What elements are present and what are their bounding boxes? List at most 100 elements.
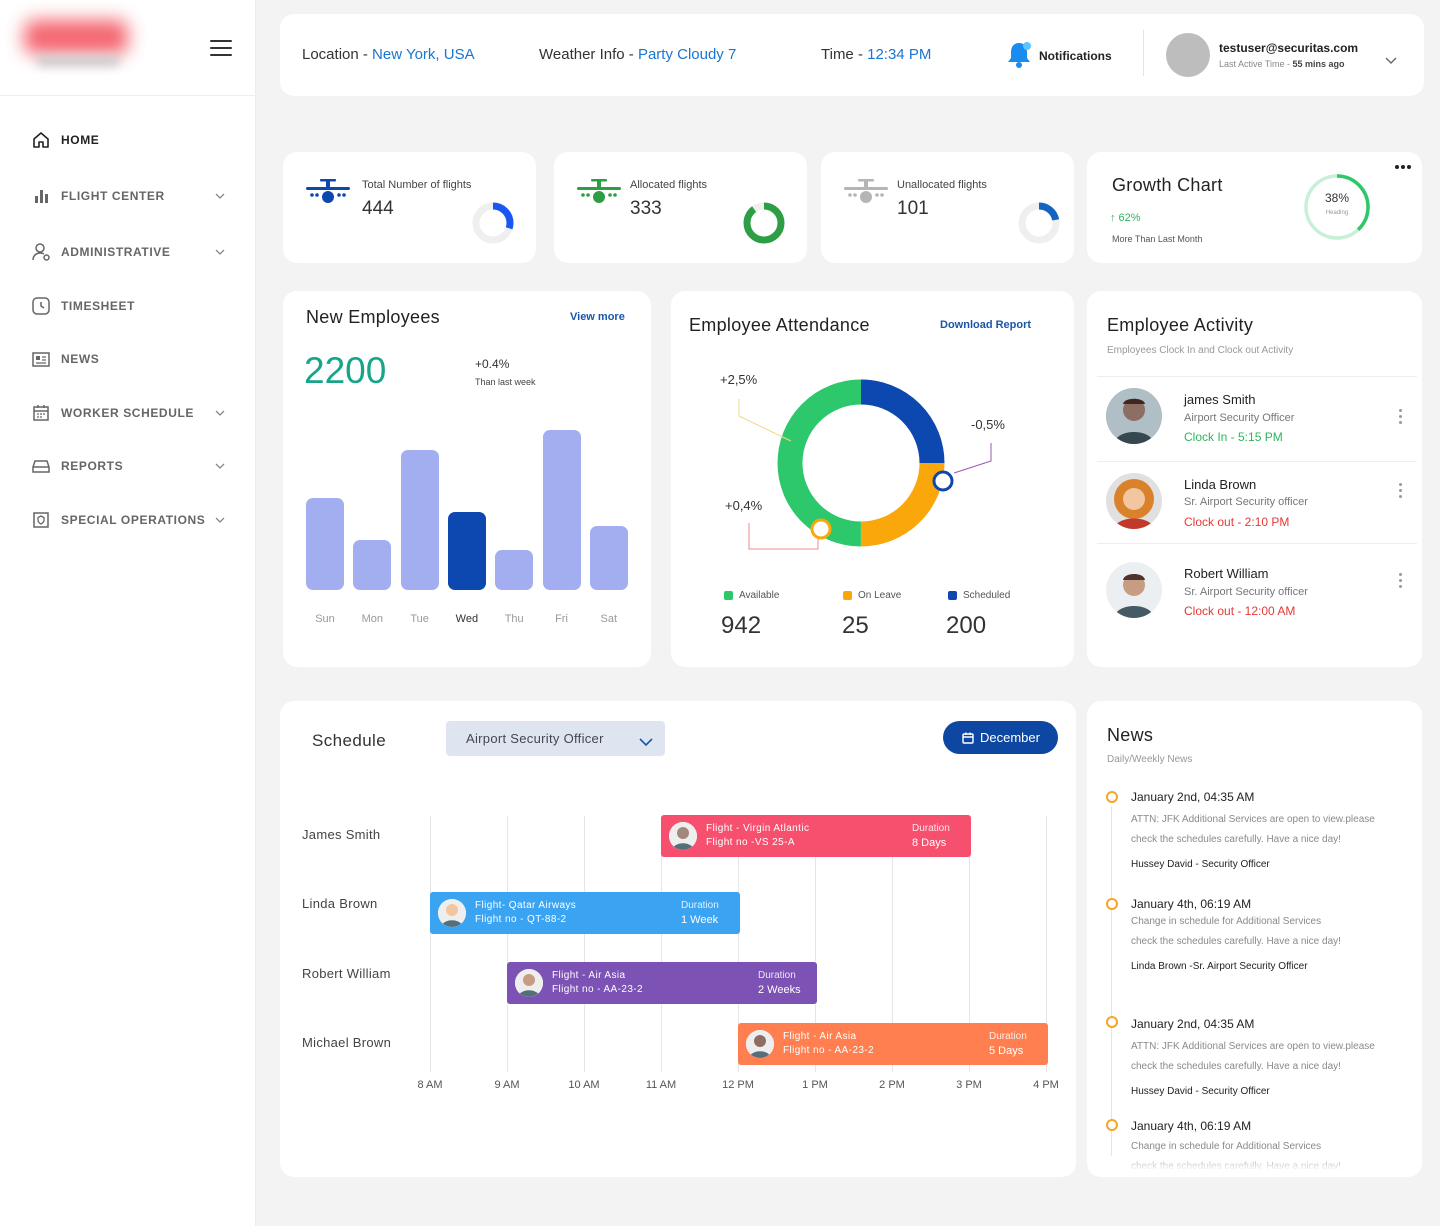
time-tick: 12 PM bbox=[722, 1079, 754, 1091]
bar-wed[interactable] bbox=[447, 512, 486, 590]
kpi-ring-allocated bbox=[743, 202, 785, 244]
legend-available: Available bbox=[724, 590, 779, 601]
kpi-value: 333 bbox=[630, 198, 662, 219]
divider bbox=[1097, 376, 1417, 377]
month-button-label: December bbox=[980, 730, 1040, 745]
sidebar-item-special-operations[interactable]: SPECIAL OPERATIONS bbox=[30, 508, 226, 532]
news-text: ATTN: JFK Additional Services are open t… bbox=[1131, 814, 1375, 845]
gridline bbox=[738, 816, 739, 1072]
news-card bbox=[1087, 701, 1422, 1177]
duration-value: 8 Days bbox=[912, 837, 947, 849]
gridline bbox=[1046, 816, 1047, 1072]
kpi-value: 101 bbox=[897, 198, 929, 219]
brand-logo[interactable] bbox=[24, 20, 128, 54]
sidebar-item-flight-center[interactable]: FLIGHT CENTER bbox=[30, 184, 226, 208]
time-tick: 8 AM bbox=[417, 1079, 443, 1091]
bar-tue[interactable] bbox=[400, 450, 439, 590]
news-dot bbox=[1106, 1119, 1118, 1131]
news-dot bbox=[1106, 898, 1118, 910]
kebab-menu-icon[interactable] bbox=[1397, 409, 1403, 425]
menu-icon[interactable] bbox=[210, 40, 232, 56]
news-dot bbox=[1106, 1016, 1118, 1028]
sidebar-item-home[interactable]: HOME bbox=[30, 128, 226, 152]
time-tick: 9 AM bbox=[494, 1079, 520, 1091]
news-text: Change in schedule for Additional Servic… bbox=[1131, 916, 1341, 947]
sidebar-item-worker-schedule[interactable]: WORKER SCHEDULE bbox=[30, 401, 226, 425]
flight-name: Flight - Virgin Atlantic bbox=[706, 823, 810, 834]
duration-label: Duration bbox=[912, 823, 950, 834]
news-author: Hussey David - Security Officer bbox=[1131, 859, 1270, 870]
month-button[interactable]: December bbox=[943, 721, 1058, 754]
chevron-down-icon[interactable] bbox=[214, 190, 226, 202]
employee-avatar bbox=[1106, 473, 1162, 529]
employee-avatar bbox=[1106, 562, 1162, 618]
kebab-menu-icon[interactable] bbox=[1397, 573, 1403, 589]
sidebar: HOME FLIGHT CENTER ADMINISTRATIVE TIMESH… bbox=[0, 0, 256, 1226]
schedule-employee-name: Linda Brown bbox=[302, 896, 378, 911]
donut-segment-available[interactable] bbox=[777, 379, 945, 547]
growth-ring bbox=[1304, 174, 1370, 240]
schedule-employee-name: Michael Brown bbox=[302, 1035, 392, 1050]
chevron-down-icon[interactable] bbox=[214, 407, 226, 419]
chevron-down-icon[interactable] bbox=[214, 460, 226, 472]
sidebar-item-timesheet[interactable]: TIMESHEET bbox=[30, 294, 226, 318]
kpi-label: Unallocated flights bbox=[897, 179, 987, 191]
activity-name: Robert William bbox=[1184, 566, 1269, 581]
sidebar-item-reports[interactable]: REPORTS bbox=[30, 454, 226, 478]
more-icon[interactable] bbox=[1395, 165, 1411, 169]
chevron-down-icon[interactable] bbox=[214, 514, 226, 526]
bar-sun[interactable] bbox=[306, 498, 344, 590]
news-date: January 2nd, 04:35 AM bbox=[1131, 790, 1255, 804]
activity-time: Clock out - 12:00 AM bbox=[1184, 604, 1296, 618]
duration-label: Duration bbox=[758, 970, 796, 981]
attendance-callout: +0,4% bbox=[725, 498, 763, 513]
home-icon bbox=[30, 129, 52, 151]
bar-thu[interactable] bbox=[495, 550, 534, 590]
sidebar-item-administrative[interactable]: ADMINISTRATIVE bbox=[30, 240, 226, 264]
donut-segment-on-leave[interactable] bbox=[777, 379, 945, 547]
role-dropdown[interactable]: Airport Security Officer bbox=[446, 721, 665, 756]
new-employees-change: +0.4% bbox=[475, 357, 510, 371]
user-gear-icon bbox=[30, 241, 52, 263]
news-date: January 4th, 06:19 AM bbox=[1131, 897, 1252, 911]
news-title: News bbox=[1107, 725, 1154, 745]
role-dropdown-value: Airport Security Officer bbox=[466, 731, 604, 746]
clock-icon bbox=[30, 295, 52, 317]
user-menu-chevron-icon[interactable] bbox=[1385, 52, 1397, 70]
flight-bar[interactable]: Flight - Air Asia Flight no - AA-23-2 Dura… bbox=[507, 962, 817, 1004]
activity-role: Sr. Airport Security officer bbox=[1184, 586, 1308, 598]
bell-icon[interactable] bbox=[1006, 40, 1032, 70]
news-text: Change in schedule for Additional Servic… bbox=[1131, 1141, 1341, 1171]
news-author: Hussey David - Security Officer bbox=[1131, 1086, 1270, 1097]
day-label: Tue bbox=[410, 613, 429, 625]
gridline bbox=[892, 816, 893, 1072]
scheduled-value: 200 bbox=[946, 612, 987, 639]
user-email: testuser@securitas.com bbox=[1219, 41, 1359, 55]
flight-name: Flight - Air Asia bbox=[783, 1031, 857, 1042]
kebab-menu-icon[interactable] bbox=[1397, 483, 1403, 499]
bar-chart-icon bbox=[30, 185, 52, 207]
legend-on-leave: On Leave bbox=[843, 590, 901, 601]
sidebar-item-news[interactable]: NEWS bbox=[30, 347, 226, 371]
view-more-link[interactable]: View more bbox=[570, 311, 625, 323]
activity-name: Linda Brown bbox=[1184, 477, 1257, 492]
chevron-down-icon[interactable] bbox=[214, 246, 226, 258]
airplane-icon bbox=[304, 176, 352, 211]
flight-bar[interactable]: Flight- Qatar Airways Flight no - QT-88-2… bbox=[430, 892, 740, 934]
duration-value: 1 Week bbox=[681, 914, 719, 926]
activity-role: Sr. Airport Security officer bbox=[1184, 496, 1308, 508]
gridline bbox=[507, 816, 508, 1072]
bar-mon[interactable] bbox=[353, 540, 392, 590]
time-tick: 11 AM bbox=[645, 1079, 677, 1091]
activity-title: Employee Activity bbox=[1107, 315, 1254, 335]
bar-fri[interactable] bbox=[542, 430, 581, 590]
flight-bar[interactable]: Flight - Air Asia Flight no - AA-23-2 Dura… bbox=[738, 1023, 1048, 1065]
employee-avatar bbox=[1106, 388, 1162, 444]
bar-sat[interactable] bbox=[589, 526, 628, 590]
download-report-link[interactable]: Download Report bbox=[940, 319, 1032, 331]
flight-bar[interactable]: Flight - Virgin Atlantic Flight no -VS 25… bbox=[661, 815, 971, 857]
day-label: Fri bbox=[555, 613, 568, 625]
notifications-link[interactable]: Notifications bbox=[1039, 49, 1112, 63]
news-text: ATTN: JFK Additional Services are open t… bbox=[1131, 1041, 1375, 1072]
user-avatar[interactable] bbox=[1166, 33, 1210, 77]
